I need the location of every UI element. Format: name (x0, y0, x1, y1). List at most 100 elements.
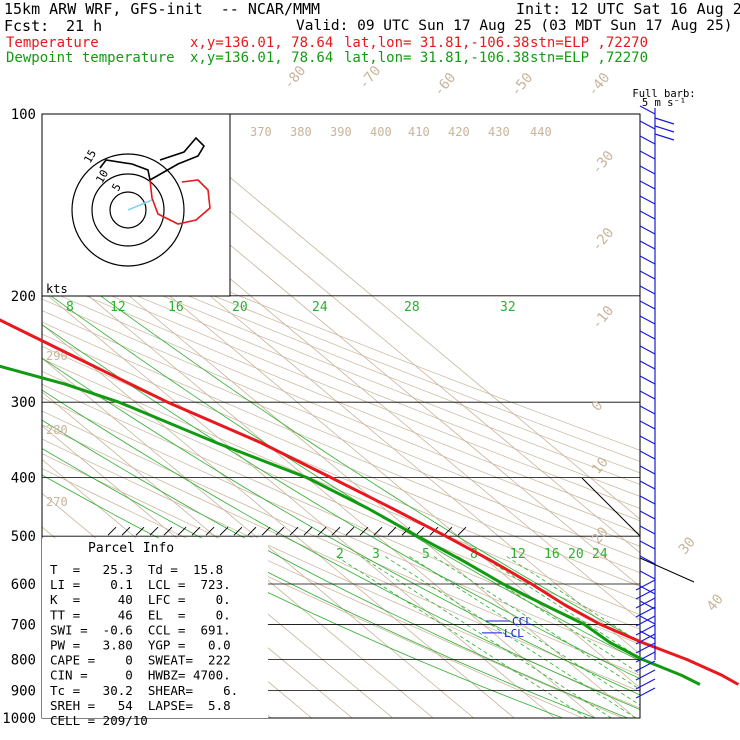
hodograph-ring-label: 15 (81, 148, 99, 166)
wind-barb (639, 240, 656, 250)
dry-adiabat-line (42, 214, 640, 451)
dew-legend-xy: x,y=136.01, 78.64 (190, 50, 334, 66)
mixing-ratio-tick-label: 20 (568, 547, 584, 562)
parcel-info-row: PW = 3.80 YGP = 0.0 (50, 638, 231, 653)
mixing-ratio-line (433, 556, 640, 690)
wind-barb (639, 165, 656, 175)
mixing-ratio-line (336, 556, 588, 718)
wind-barb (639, 225, 656, 235)
hatch-mark (177, 526, 187, 536)
isotherm-tick-label: -20 (589, 225, 618, 255)
theta-tick-label: 420 (448, 125, 470, 139)
theta-e-tick-label: 16 (168, 300, 184, 315)
parcel-info-box (42, 538, 268, 718)
parcel-info-row: CELL = 209/10 (50, 713, 148, 728)
wind-barb (639, 195, 656, 205)
hodograph-trace-surface (127, 199, 153, 211)
hodograph-trace-upper (99, 159, 151, 181)
temp-legend-label: Temperature (6, 35, 99, 51)
wind-barb (639, 465, 656, 475)
isotherm-tick-label: -80 (281, 63, 310, 93)
wind-barb (639, 375, 656, 385)
mixing-ratio-line (409, 556, 640, 706)
wind-barb (639, 300, 656, 310)
wind-barb (635, 579, 656, 591)
hodograph-ring (71, 153, 185, 267)
init-time: Init: 12 UTC Sat 16 Aug 25 (516, 0, 740, 18)
hatch-mark (457, 526, 467, 536)
frame-diagonal (639, 557, 695, 583)
theta-tick-label: 400 (370, 125, 392, 139)
dry-adiabat-line (42, 234, 640, 474)
dew-legend-label: Dewpoint temperature (6, 50, 175, 66)
temp-legend-stn: stn=ELP ,72270 (530, 35, 649, 51)
isotherm-tick-label: -60 (431, 70, 460, 100)
wind-barb (639, 285, 656, 295)
isotherm-line (113, 114, 640, 554)
wind-barb (654, 133, 675, 141)
isotherm-tick-label: 40 (704, 591, 727, 614)
hodograph-ring (91, 173, 165, 247)
theta-tick-label: 440 (530, 125, 552, 139)
wind-barb (635, 606, 656, 618)
mixing-ratio-line (482, 556, 640, 659)
mixing-ratio-tick-label: 24 (592, 547, 608, 562)
hatch-mark (331, 526, 341, 536)
hatch-mark (443, 526, 453, 536)
wind-barb (639, 255, 656, 265)
parcel-info-row: CIN = 0 HWBZ= 4700. (50, 668, 231, 683)
hatch-mark (219, 526, 229, 536)
dry-adiabat-line (42, 276, 640, 522)
wind-barb (639, 330, 656, 340)
wind-barb (639, 405, 656, 415)
pressure-tick-label: 800 (11, 652, 36, 668)
pressure-tick-label: 500 (11, 529, 36, 545)
wind-barb (635, 642, 656, 654)
temp-legend-xy: x,y=136.01, 78.64 (190, 35, 334, 51)
pressure-tick-label: 300 (11, 395, 36, 411)
dewpoint-profile-line (0, 364, 701, 686)
dry-adiabat-line (42, 254, 640, 497)
parcel-info-row: Tc = 30.2 SHEAR= 6. (50, 683, 238, 698)
dry-adiabat-line (42, 370, 640, 630)
wind-barb (639, 210, 656, 220)
hatch-mark (247, 526, 257, 536)
plot-frame (41, 113, 641, 719)
wind-barb (639, 105, 656, 115)
dry-adiabat-line (42, 287, 640, 534)
wind-barb (639, 435, 656, 445)
dry-adiabat-line (42, 424, 640, 692)
parcel-info-row: T = 25.3 Td = 15.8 (50, 562, 223, 577)
wind-barb (635, 597, 656, 609)
theta-tick-label: 370 (250, 125, 272, 139)
hatch-mark (289, 526, 299, 536)
wind-barb (639, 270, 656, 280)
theta-e-tick-label: 24 (312, 300, 328, 315)
hatch-mark (275, 526, 285, 536)
fcst-label: Fcst: (4, 17, 50, 35)
lcl-label: LCL (504, 627, 524, 640)
isotherm-tick-label: 30 (676, 534, 699, 557)
wind-barb (639, 555, 656, 565)
hatch-mark (205, 526, 215, 536)
dry-adiabat-line (42, 383, 640, 645)
pressure-tick-label: 600 (11, 577, 36, 593)
wind-barb (635, 588, 656, 600)
temperature-profile-line (0, 318, 740, 686)
dry-adiabat-line (42, 321, 640, 574)
mixing-ratio-tick-label: 8 (470, 547, 478, 562)
wind-barb (639, 315, 656, 325)
theta-e-tick-label: 12 (110, 300, 126, 315)
wind-barb (635, 615, 656, 627)
wind-barb (639, 420, 656, 430)
wind-barb (654, 125, 675, 133)
pressure-tick-label: 400 (11, 471, 36, 487)
wind-barb (635, 624, 656, 636)
isotherm-tick-label: -30 (589, 148, 618, 178)
wind-barb (639, 450, 656, 460)
parcel-info-row: SWI = -0.6 CCL = 691. (50, 622, 231, 637)
hatch-mark (163, 526, 173, 536)
wind-barb (639, 360, 656, 370)
